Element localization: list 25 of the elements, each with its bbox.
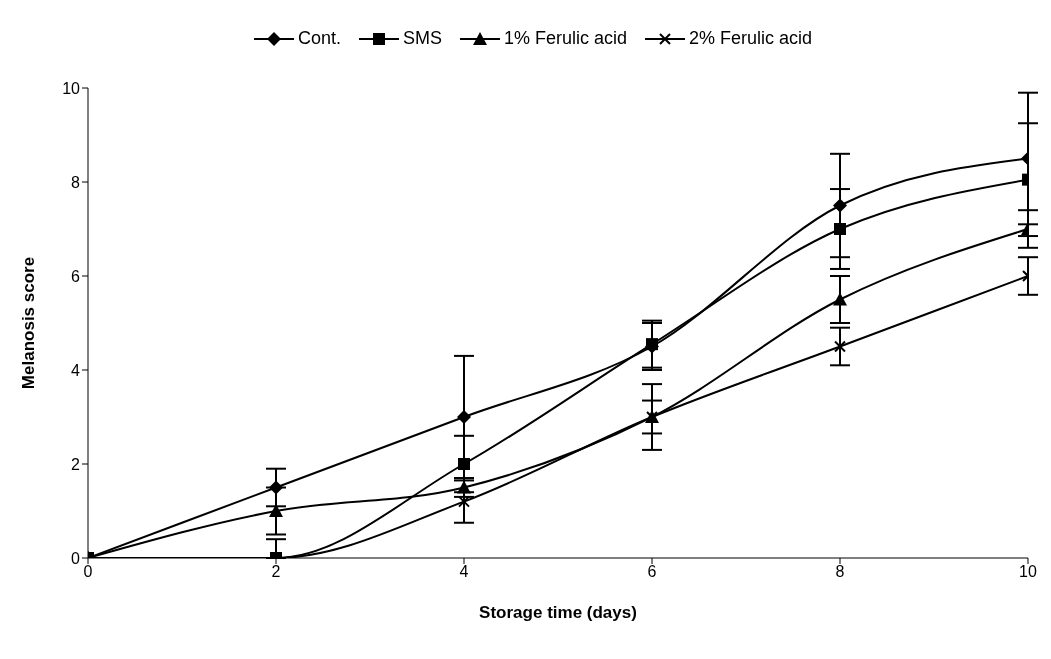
legend-label: SMS (401, 28, 442, 49)
legend-label: 2% Ferulic acid (688, 28, 813, 49)
x-tick-label: 2 (271, 563, 281, 581)
legend-label: 1% Ferulic acid (502, 28, 628, 49)
point (458, 458, 470, 470)
x-tick-label: 6 (647, 563, 657, 581)
point (457, 410, 471, 424)
legend-label: Cont. (296, 28, 341, 49)
y-tick-label: 4 (71, 361, 81, 379)
point (834, 340, 846, 353)
y-tick-label: 8 (71, 173, 81, 191)
x-tick-label: 8 (835, 563, 845, 581)
point (834, 223, 846, 235)
y-axis-title: Melanosis score (19, 256, 39, 390)
y-tick-label: 0 (71, 549, 81, 567)
point (833, 292, 847, 306)
x-tick-label: 10 (1019, 563, 1037, 581)
x-tick-label: 4 (459, 563, 469, 581)
point (269, 480, 283, 495)
y-tick-label: 6 (71, 267, 81, 285)
y-tick-label: 2 (71, 455, 81, 473)
x-axis-title: Storage time (days) (479, 603, 637, 622)
y-tick-label: 10 (62, 79, 81, 97)
point (833, 198, 847, 213)
x-tick-label: 0 (83, 563, 93, 581)
